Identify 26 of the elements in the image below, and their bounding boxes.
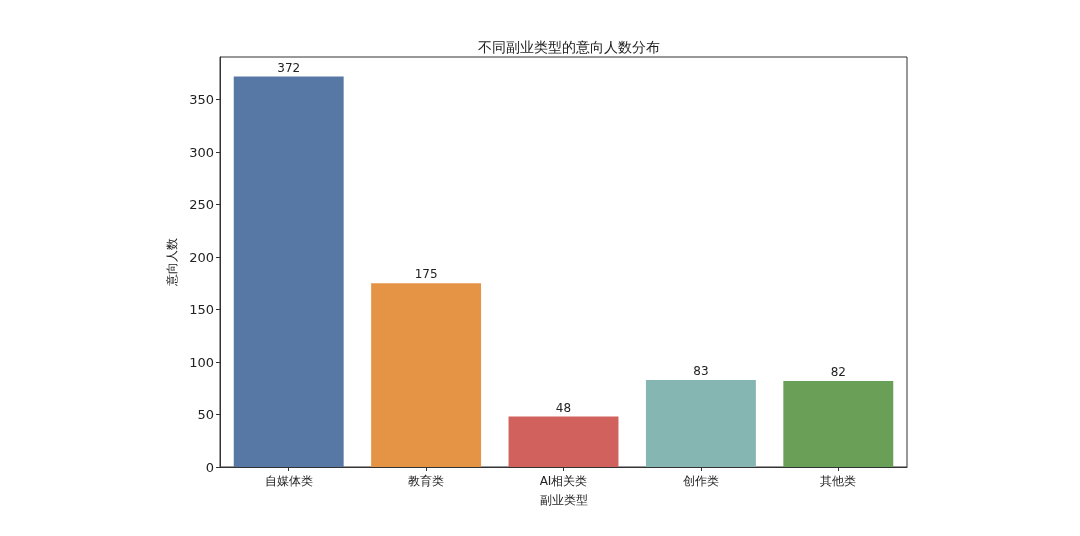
y-tick-label: 250 <box>189 197 214 213</box>
y-tick-label: 150 <box>189 302 214 318</box>
y-axis-title: 意向人数 <box>165 238 180 287</box>
y-tick-label: 350 <box>189 92 214 108</box>
data-label: 372 <box>277 60 301 75</box>
data-label: 83 <box>693 363 709 378</box>
bar <box>783 380 894 467</box>
x-axis-title: 副业类型 <box>539 493 588 507</box>
x-tick-label: AI相关类 <box>539 474 588 488</box>
x-tick-label: 创作类 <box>682 474 719 488</box>
bar <box>645 379 756 467</box>
data-label: 175 <box>414 267 438 282</box>
x-tick-label: 教育类 <box>408 474 445 488</box>
bar <box>508 416 619 467</box>
y-tick-label: 200 <box>189 249 214 265</box>
chart-title: 不同副业类型的意向人数分布 <box>477 39 660 55</box>
data-label: 48 <box>555 400 572 415</box>
y-tick-label: 50 <box>197 407 214 423</box>
y-tick-label: 0 <box>205 459 214 475</box>
bar <box>233 76 344 467</box>
data-label: 82 <box>830 364 846 379</box>
x-tick-label: 自媒体类 <box>264 474 313 488</box>
x-tick-label: 其他类 <box>820 474 857 488</box>
y-tick-label: 100 <box>189 354 214 370</box>
y-tick-label: 300 <box>189 144 214 160</box>
bar <box>371 283 482 467</box>
